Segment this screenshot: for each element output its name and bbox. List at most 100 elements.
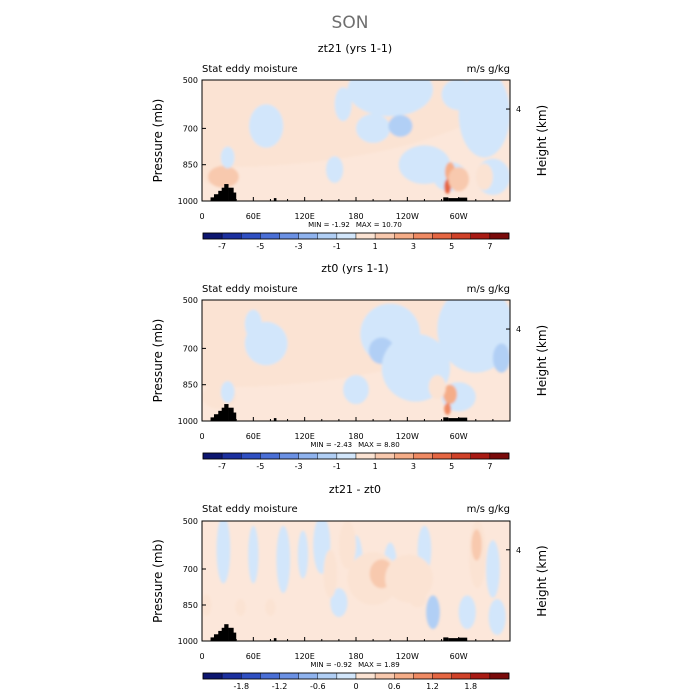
contour-region-3: [244, 309, 262, 339]
colorbar-label: -7: [218, 462, 226, 471]
x-tick-label: 180: [348, 212, 363, 221]
colorbar-box-14: [451, 232, 471, 240]
colorbar-box-7: [317, 672, 338, 680]
x-tick-label: 120E: [295, 432, 315, 441]
y-right-tick-label: 4: [516, 546, 521, 555]
min-value: -2.43: [334, 441, 352, 449]
x-tick-label: 120E: [295, 652, 315, 661]
colorbar-box-6: [298, 232, 318, 240]
colorbar-box-11: [394, 232, 414, 240]
min-value: -0.92: [334, 661, 352, 669]
max-label: MAX =: [358, 441, 384, 449]
topography-block-6: [228, 187, 234, 201]
topography-block-7: [232, 192, 237, 201]
contour-region-9: [426, 595, 440, 629]
x-tick-label: 180: [348, 432, 363, 441]
colorbar-box-13: [432, 672, 452, 680]
contour-region-23: [202, 594, 212, 616]
max-value: 8.80: [384, 441, 400, 449]
colorbar-label: -1.8: [233, 682, 249, 691]
topography-block-8: [273, 638, 277, 641]
y-tick-label: 700: [183, 565, 198, 574]
anomaly-contours: [202, 300, 510, 415]
colorbar-label: -3: [295, 242, 303, 251]
panel-2-field: [202, 300, 510, 421]
contour-region-25: [338, 521, 357, 569]
colorbar-box-10: [374, 232, 395, 240]
colorbar-label: -5: [256, 242, 264, 251]
contour-region-21: [235, 599, 246, 616]
y-tick-label: 850: [183, 381, 198, 390]
min-label: MIN =: [310, 661, 334, 669]
topography-block-7: [232, 412, 237, 421]
topography-block-10: [448, 418, 459, 421]
x-tick-label: 60E: [246, 212, 261, 221]
colorbar-box-10: [374, 672, 395, 680]
contour-region-24: [323, 549, 338, 598]
y-axis-right-label: Height (km): [535, 325, 549, 396]
contour-region-12: [441, 80, 476, 111]
anomaly-contours: [202, 521, 506, 635]
y-tick-label: 850: [183, 161, 198, 170]
colorbar-label: 5: [449, 242, 454, 251]
min-label: MIN =: [310, 441, 334, 449]
y-axis-label: Pressure (mb): [151, 539, 165, 623]
panel-title: zt21 (yrs 1-1): [318, 42, 392, 55]
topography-block-2: [213, 194, 220, 201]
topography-block-3: [218, 410, 224, 421]
max-label: MAX =: [358, 661, 384, 669]
topography-block-3: [218, 190, 224, 201]
colorbar-box-4: [260, 232, 280, 240]
topography-block-11: [458, 197, 468, 201]
colorbar-box-4: [260, 452, 280, 460]
contour-region-8: [437, 300, 510, 373]
colorbar-box-3: [241, 452, 261, 460]
x-tick-label: 60W: [450, 652, 468, 661]
y-tick-label: 850: [183, 601, 198, 610]
panel-3-field: [202, 521, 510, 641]
colorbar-box-1: [202, 672, 223, 680]
colorbar: -7 -5 -3 -1 1 3 5 7: [202, 452, 510, 471]
right-label: m/s g/kg: [467, 64, 510, 75]
min-max-label: MIN = -2.43 MAX = 8.80: [310, 441, 399, 449]
colorbar-label: 0: [353, 682, 358, 691]
panels: zt21 (yrs 1-1) Stat eddy moisture m/s g/kg…: [151, 42, 549, 691]
x-tick-label: 0: [199, 432, 204, 441]
colorbar-box-11: [394, 452, 414, 460]
contour-region-18: [409, 588, 427, 608]
x-tick-label: 60E: [246, 652, 261, 661]
y-axis-right-label: Height (km): [535, 545, 549, 616]
colorbar-label: 1.8: [464, 682, 477, 691]
contour-region-20: [471, 529, 482, 561]
y-axis-right-label: Height (km): [535, 105, 549, 176]
colorbar-box-16: [489, 672, 510, 680]
x-tick-label: 60W: [450, 212, 468, 221]
colorbar-box-7: [317, 452, 338, 460]
y-axis-label: Pressure (mb): [151, 319, 165, 403]
colorbar-box-1: [202, 232, 223, 240]
anomaly-contours: [202, 80, 510, 195]
panel-title: zt21 - zt0: [329, 483, 381, 496]
contour-region-18: [448, 167, 469, 192]
contour-region-12: [488, 599, 506, 635]
y-tick-label: 700: [183, 344, 198, 353]
contour-region-22: [265, 599, 276, 616]
contour-region-2: [248, 525, 259, 584]
colorbar-box-14: [451, 452, 471, 460]
topography-block-6: [228, 407, 234, 421]
topography-block-10: [448, 638, 459, 641]
contour-region-3: [334, 87, 352, 122]
colorbar-frame: [202, 672, 510, 680]
colorbar-box-8: [336, 452, 357, 460]
x-tick-label: 120W: [396, 212, 419, 221]
topography-block-11: [458, 637, 468, 641]
x-tick-label: 0: [199, 652, 204, 661]
topography-block-6: [228, 627, 234, 641]
colorbar-label: 5: [449, 462, 454, 471]
colorbar-label: -0.6: [310, 682, 326, 691]
right-label: m/s g/kg: [467, 284, 510, 295]
contour-region-11: [486, 540, 500, 598]
colorbar-label: -1: [333, 242, 341, 251]
max-value: 10.70: [382, 221, 402, 229]
